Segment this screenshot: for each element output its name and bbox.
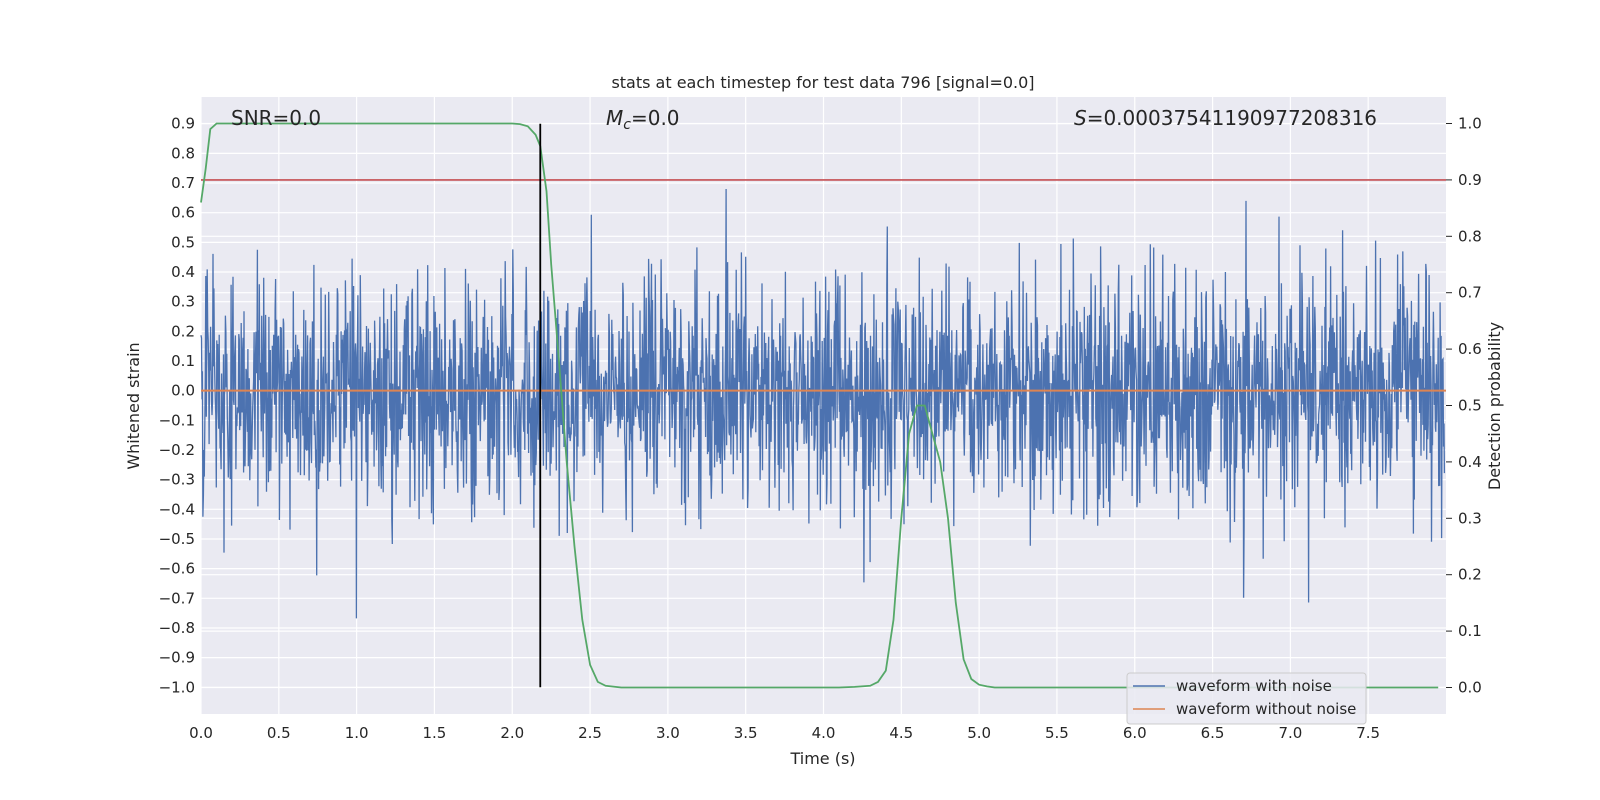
y-tick-label: −0.1 [159, 411, 195, 429]
y-tick-label: 0.5 [171, 233, 195, 251]
x-tick-label: 3.0 [656, 724, 680, 742]
overlay-lines [200, 122, 1446, 689]
y-tick-label: 0.7 [171, 174, 195, 192]
y-right-tick-label: 0.4 [1458, 453, 1482, 471]
x-axis: 0.0 0.5 1.0 1.5 2.0 2.5 3.0 3.5 4.0 4.5 5.0 5.5 6.0 6… [189, 724, 1380, 742]
x-tick-label: 5.0 [967, 724, 991, 742]
y-right-tick-label: 0.9 [1458, 171, 1482, 189]
y-tick-label: 0.3 [171, 293, 195, 311]
legend-box [1126, 672, 1367, 725]
mc-annotation: Mc=0.0 [606, 106, 680, 133]
y-tick-label: 0.8 [171, 144, 195, 162]
y-right-tick-label: 1.0 [1458, 115, 1482, 133]
y-right-tick-label: 0.8 [1458, 227, 1482, 245]
y-tick-label: 0.2 [171, 322, 195, 340]
legend: waveform with noise waveform without noi… [1126, 672, 1367, 725]
x-tick-label: 2.0 [500, 724, 524, 742]
y-axis-left: 0.9 0.8 0.7 0.6 0.5 0.4 0.3 0.2 0.1 0.0 −0.1 −0.2 −0… [159, 115, 195, 697]
x-tick-label: 5.5 [1045, 724, 1069, 742]
x-tick-label: 6.5 [1201, 724, 1225, 742]
y-tick-label: −0.9 [159, 649, 195, 667]
x-tick-label: 2.5 [578, 724, 602, 742]
x-tick-label: 1.5 [423, 724, 447, 742]
x-tick-label: 7.5 [1356, 724, 1380, 742]
y-axis-right: 1.0 0.9 0.8 0.7 0.6 0.5 0.4 0.3 0.2 0.1 0.0 [1446, 115, 1482, 696]
y-right-tick-label: 0.2 [1458, 566, 1482, 584]
y-tick-label: −0.5 [159, 530, 195, 548]
s-value: =0.0003754119097720831​6 [1087, 106, 1377, 130]
y-tick-label: −0.3 [159, 471, 195, 489]
mc-subscript: c [623, 117, 631, 133]
snr-annotation: SNR=0.0 [231, 106, 321, 130]
s-symbol: S [1074, 106, 1087, 130]
y-tick-label: −0.8 [159, 619, 195, 637]
y-axis-label: Whitened strain [124, 342, 143, 469]
x-tick-label: 0.5 [267, 724, 291, 742]
y-tick-label: −0.6 [159, 560, 195, 578]
legend-label-waveform-with-noise: waveform with noise [1176, 677, 1332, 695]
y-tick-label: −0.2 [159, 441, 195, 459]
series-waveform-with-noise [200, 188, 1446, 619]
y-right-tick-label: 0.5 [1458, 397, 1482, 415]
mc-value: =0.0 [631, 106, 680, 130]
x-tick-label: 4.0 [812, 724, 836, 742]
y-right-tick-label: 0.7 [1458, 284, 1482, 302]
x-tick-label: 3.5 [734, 724, 758, 742]
x-tick-label: 7.0 [1278, 724, 1302, 742]
y-tick-label: 0.9 [171, 115, 195, 133]
chart-title: stats at each timestep for test data 796… [611, 73, 1034, 92]
s-annotation: S=0.0003754119097720831​6 [1074, 106, 1377, 130]
detection-probability-line [200, 122, 1439, 689]
y-tick-label: −0.7 [159, 589, 195, 607]
y-tick-label: −0.4 [159, 500, 195, 518]
y-right-tick-label: 0.3 [1458, 509, 1482, 527]
x-tick-label: 1.0 [345, 724, 369, 742]
waveform-with-noise-line [200, 188, 1446, 619]
mc-symbol: M [606, 106, 623, 130]
y-tick-label: 0.0 [171, 382, 195, 400]
x-axis-label: Time (s) [789, 749, 855, 768]
y-tick-label: 0.6 [171, 204, 195, 222]
y-axis-right-label: Detection probability [1485, 322, 1504, 490]
y-tick-label: 0.1 [171, 352, 195, 370]
y-tick-label: −1.0 [159, 678, 195, 696]
y-right-tick-label: 0.6 [1458, 340, 1482, 358]
y-right-tick-label: 0.0 [1458, 678, 1482, 696]
legend-label-waveform-without-noise: waveform without noise [1176, 700, 1356, 718]
y-right-tick-label: 0.1 [1458, 622, 1482, 640]
x-tick-label: 6.0 [1123, 724, 1147, 742]
x-tick-label: 0.0 [189, 724, 213, 742]
x-tick-label: 4.5 [889, 724, 913, 742]
y-tick-label: 0.4 [171, 263, 195, 281]
